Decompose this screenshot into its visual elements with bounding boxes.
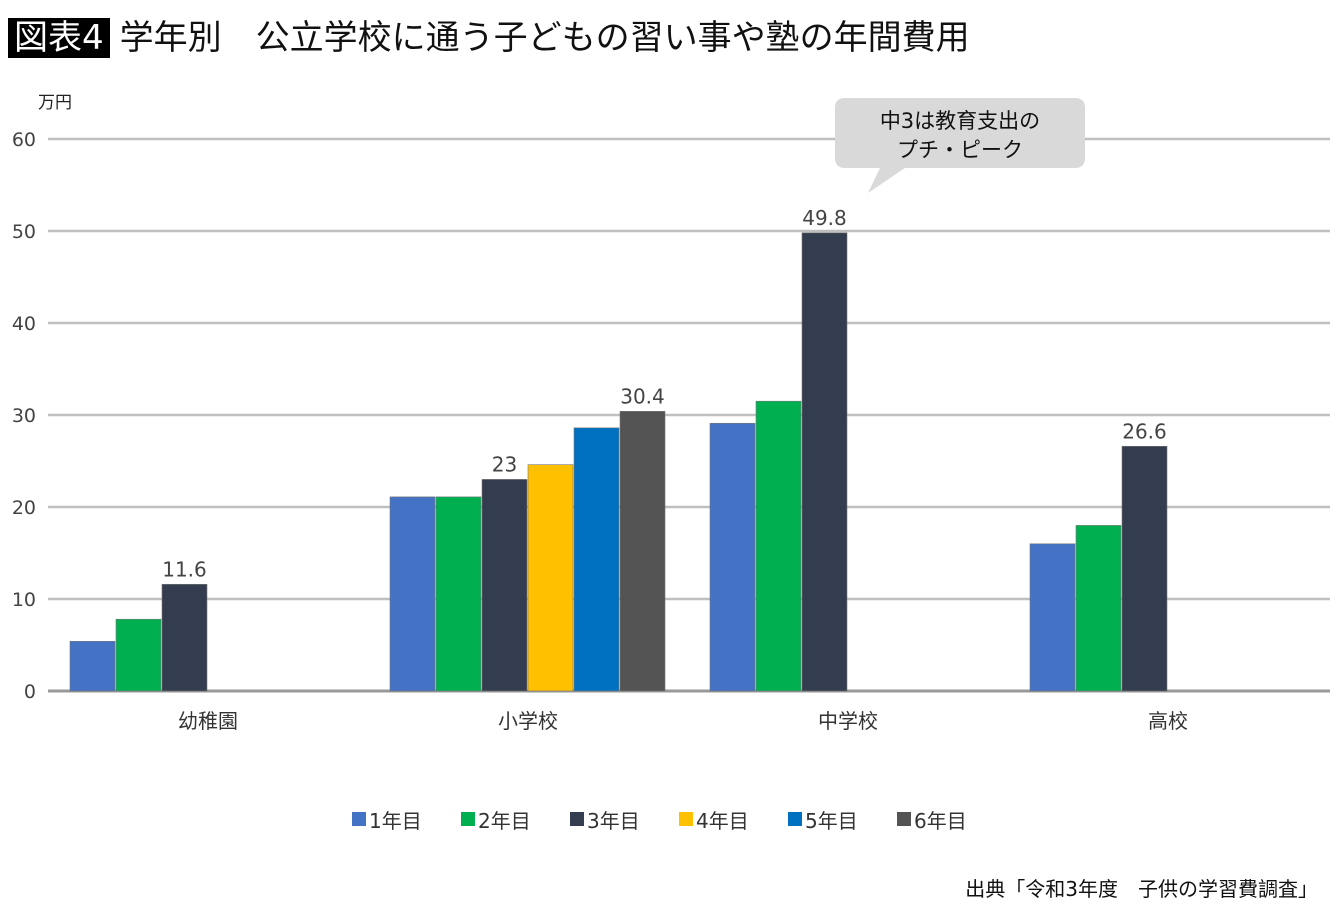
legend-label: 5年目 [805, 809, 858, 833]
source-note: 出典「令和3年度 子供の学習費調査」 [965, 877, 1318, 901]
bar [527, 464, 574, 692]
legend-swatch [570, 812, 584, 826]
y-tick-label: 0 [24, 681, 36, 703]
data-label: 23 [492, 452, 517, 476]
bar [1029, 543, 1076, 692]
data-label: 49.8 [802, 206, 847, 230]
bar [115, 618, 162, 692]
bar [619, 411, 666, 692]
chart-title: 図表4 学年別 公立学校に通う子どもの習い事や塾の年間費用 [8, 10, 970, 59]
legend-swatch [679, 812, 693, 826]
bar [435, 496, 482, 692]
bar [1121, 445, 1168, 692]
bar [161, 583, 208, 692]
bar [389, 496, 436, 692]
callout-bubble [835, 98, 1085, 193]
data-label: 11.6 [162, 557, 207, 581]
bar [481, 479, 528, 692]
legend-label: 1年目 [369, 809, 422, 833]
data-label: 26.6 [1122, 419, 1167, 443]
legend-label: 3年目 [587, 809, 640, 833]
bar [573, 427, 620, 692]
y-tick-label: 60 [12, 129, 36, 151]
legend-swatch [897, 812, 911, 826]
x-tick-label: 幼稚園 [178, 709, 238, 733]
legend-label: 4年目 [696, 809, 749, 833]
legend-swatch [352, 812, 366, 826]
bar [709, 422, 756, 692]
x-tick-label: 小学校 [498, 709, 558, 733]
data-label: 30.4 [620, 384, 665, 408]
bar [69, 641, 116, 692]
title-text: 学年別 公立学校に通う子どもの習い事や塾の年間費用 [119, 18, 970, 58]
x-tick-label: 中学校 [818, 709, 878, 733]
legend-label: 2年目 [478, 809, 531, 833]
legend-swatch [788, 812, 802, 826]
y-tick-label: 10 [12, 589, 36, 611]
figure-tag: 図表4 [8, 18, 110, 58]
bar [755, 400, 802, 692]
y-tick-label: 30 [12, 405, 36, 427]
legend-label: 6年目 [914, 809, 967, 833]
bar [801, 232, 848, 692]
legend-swatch [461, 812, 475, 826]
x-tick-label: 高校 [1148, 709, 1188, 733]
y-tick-label: 40 [12, 313, 36, 335]
y-tick-label: 50 [12, 221, 36, 243]
callout-line-1: 中3は教育支出の [880, 109, 1040, 133]
callout-line-2: プチ・ピーク [897, 138, 1023, 162]
bar [1075, 525, 1122, 692]
y-axis-unit: 万円 [38, 93, 72, 113]
y-tick-label: 20 [12, 497, 36, 519]
